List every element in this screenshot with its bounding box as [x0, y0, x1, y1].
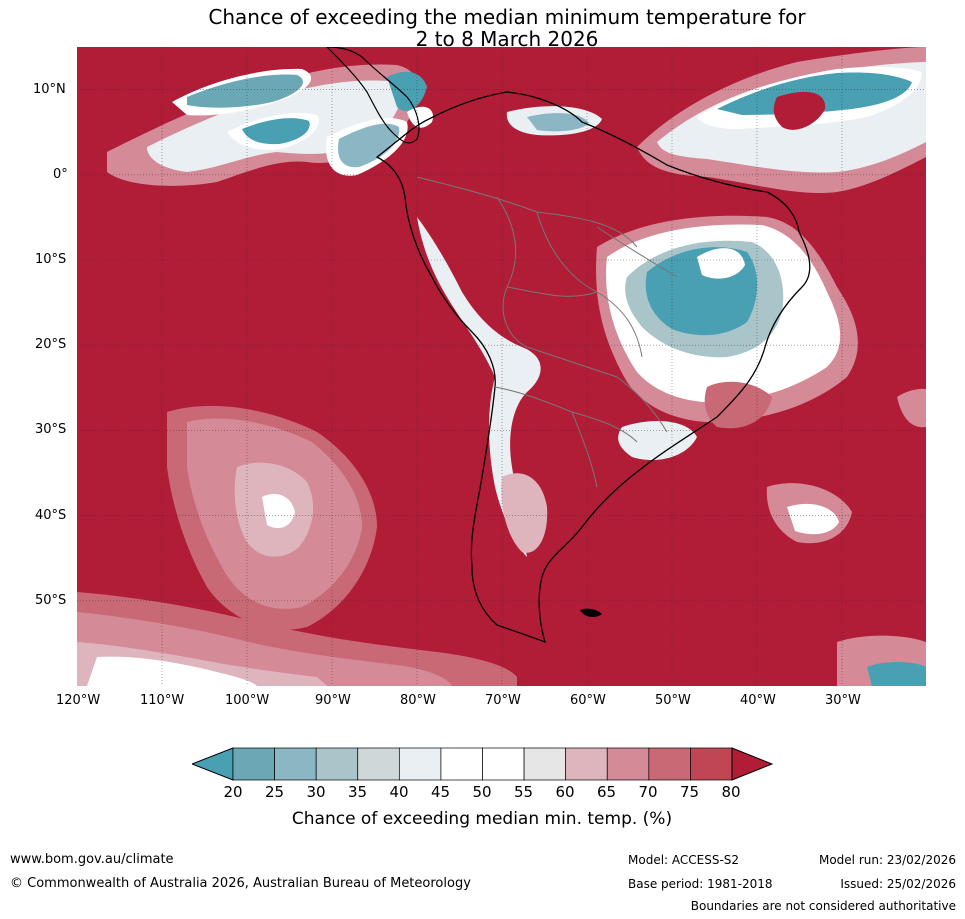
colorbar-cell — [315, 747, 359, 781]
lat-tick-10n: 10°N — [33, 82, 66, 97]
colorbar-tick-75: 75 — [679, 783, 700, 801]
issued-date: Issued: 25/02/2026 — [840, 877, 956, 891]
lon-tick-70w: 70°W — [485, 693, 521, 708]
colorbar-tick-30: 30 — [306, 783, 326, 801]
colorbar-cell — [690, 747, 733, 781]
lat-tick-20s: 20°S — [35, 337, 67, 352]
colorbar-title: Chance of exceeding median min. temp. (%… — [291, 809, 673, 829]
base-period: Base period: 1981-2018 — [628, 877, 773, 891]
colorbar-tick-50: 50 — [472, 783, 492, 801]
colorbar-cell — [398, 747, 442, 781]
lon-tick-90w: 90°W — [315, 693, 351, 708]
colorbar-cell — [440, 747, 483, 781]
colorbar-tick-35: 35 — [347, 783, 368, 801]
colorbar-tick-60: 60 — [555, 783, 575, 801]
south-america-coastline — [375, 91, 811, 644]
region-atlantic-north — [407, 47, 926, 194]
central-america-coastline — [326, 47, 420, 144]
colorbar-tick-40: 40 — [389, 783, 409, 801]
colorbar-cell — [482, 747, 525, 781]
copyright: © Commonwealth of Australia 2026, Austra… — [10, 876, 471, 891]
lat-tick-10s: 10°S — [35, 252, 67, 267]
bom-website: www.bom.gov.au/climate — [10, 852, 174, 867]
colorbar-tick-20: 20 — [223, 783, 243, 801]
lon-tick-30w: 30°W — [825, 693, 861, 708]
region-south-pacific — [167, 405, 377, 630]
lat-tick-0: 0° — [53, 167, 68, 182]
map-title-line2: 2 to 8 March 2026 — [415, 27, 599, 51]
colorbar-cell — [648, 747, 691, 781]
region-andes — [417, 217, 548, 557]
lat-tick-50s: 50°S — [35, 593, 67, 608]
model-name: Model: ACCESS-S2 — [628, 853, 740, 867]
colorbar-tick-65: 65 — [596, 783, 617, 801]
colorbar-cell — [357, 747, 400, 781]
gridlines — [77, 47, 926, 686]
probability-map — [77, 47, 926, 686]
colorbar-cell — [606, 747, 650, 781]
colorbar-cell — [565, 747, 608, 781]
map-title-line1: Chance of exceeding the median minimum t… — [208, 5, 806, 29]
colorbar-tick-45: 45 — [430, 783, 451, 801]
colorbar-low-extend — [192, 747, 234, 781]
boundary-disclaimer: Boundaries are not considered authoritat… — [690, 899, 956, 913]
lon-tick-100w: 100°W — [225, 693, 270, 708]
colorbar-high-extend — [731, 747, 774, 781]
colorbar-tick-70: 70 — [638, 783, 658, 801]
model-run: Model run: 23/02/2026 — [818, 853, 956, 867]
colorbar-cell — [274, 747, 317, 781]
colorbar-cells — [232, 747, 733, 781]
colorbar-tick-25: 25 — [264, 783, 285, 801]
lon-tick-110w: 110°W — [140, 693, 185, 708]
colorbar — [192, 747, 774, 781]
region-southern-ocean — [77, 388, 926, 686]
lon-tick-60w: 60°W — [570, 693, 606, 708]
colorbar-cell — [523, 747, 567, 781]
colorbar-tick-80: 80 — [721, 783, 741, 801]
lat-tick-40s: 40°S — [35, 508, 67, 523]
lon-tick-80w: 80°W — [400, 693, 436, 708]
country-borders — [416, 176, 678, 488]
colorbar-tick-55: 55 — [513, 783, 534, 801]
colorbar-cell — [232, 747, 275, 781]
lon-tick-50w: 50°W — [655, 693, 691, 708]
region-pacific-north — [107, 64, 427, 186]
lon-tick-120w: 120°W — [56, 693, 101, 708]
lat-tick-30s: 30°S — [35, 422, 67, 437]
falklands — [580, 608, 602, 618]
lon-tick-40w: 40°W — [740, 693, 776, 708]
